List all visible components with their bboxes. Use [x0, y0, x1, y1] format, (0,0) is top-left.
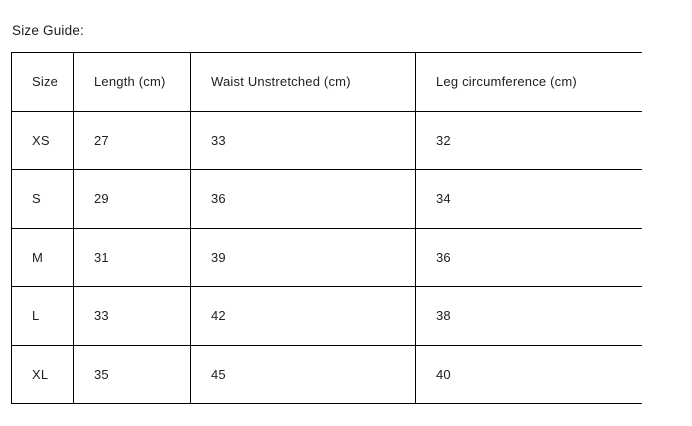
- cell-size: S: [11, 169, 74, 229]
- cell-length: 31: [73, 227, 191, 287]
- cell-length: 33: [73, 286, 191, 346]
- table-row-m: M 31 39 36: [11, 227, 642, 287]
- cell-size: XS: [11, 110, 74, 170]
- cell-waist: 42: [190, 286, 416, 346]
- cell-waist: 36: [190, 169, 416, 229]
- table-row-xl: XL 35 45 40: [11, 344, 642, 404]
- cell-leg: 40: [415, 344, 642, 404]
- cell-waist: 33: [190, 110, 416, 170]
- cell-size: M: [11, 227, 74, 287]
- column-header-length: Length (cm): [73, 52, 191, 112]
- table-row-l: L 33 42 38: [11, 286, 642, 346]
- cell-length: 29: [73, 169, 191, 229]
- column-header-leg: Leg circumference (cm): [415, 52, 642, 112]
- column-header-waist: Waist Unstretched (cm): [190, 52, 416, 112]
- table-row-xs: XS 27 33 32: [11, 110, 642, 170]
- header-row: Size Length (cm) Waist Unstretched (cm) …: [11, 52, 642, 112]
- cell-leg: 38: [415, 286, 642, 346]
- size-guide-table: Size Length (cm) Waist Unstretched (cm) …: [11, 52, 642, 404]
- page-title: Size Guide:: [12, 23, 84, 38]
- column-header-size: Size: [11, 52, 74, 112]
- cell-length: 35: [73, 344, 191, 404]
- table-row-s: S 29 36 34: [11, 169, 642, 229]
- cell-waist: 45: [190, 344, 416, 404]
- cell-leg: 32: [415, 110, 642, 170]
- cell-leg: 36: [415, 227, 642, 287]
- cell-leg: 34: [415, 169, 642, 229]
- cell-waist: 39: [190, 227, 416, 287]
- cell-size: XL: [11, 344, 74, 404]
- cell-length: 27: [73, 110, 191, 170]
- cell-size: L: [11, 286, 74, 346]
